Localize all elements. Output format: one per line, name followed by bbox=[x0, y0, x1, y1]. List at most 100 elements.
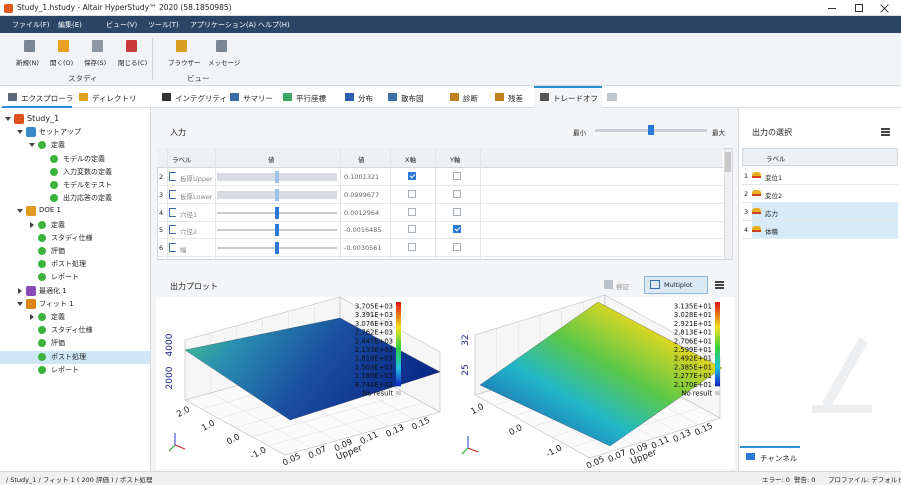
channel-tab-frame[interactable] bbox=[740, 446, 800, 468]
minimize-button[interactable] bbox=[828, 8, 836, 9]
tree-label[interactable]: スタディ仕様 bbox=[51, 233, 93, 242]
tree-label[interactable]: DOE 1 bbox=[39, 206, 62, 215]
input-value[interactable]: -0.0030561 bbox=[344, 244, 382, 253]
tree-label[interactable]: ポスト処理 bbox=[51, 352, 86, 361]
tab-extra-icon bbox=[607, 93, 617, 101]
tree-status-icon bbox=[38, 260, 46, 269]
input-value[interactable]: 0.0999677 bbox=[344, 190, 380, 199]
menu-item[interactable]: ヘルプ(H) bbox=[258, 21, 290, 29]
value-marker[interactable] bbox=[275, 224, 279, 237]
main-tab[interactable]: 散布図 bbox=[401, 94, 424, 103]
main-tab[interactable]: 残差 bbox=[508, 94, 523, 103]
y-axis-checkbox[interactable] bbox=[453, 172, 461, 180]
plot-menu[interactable] bbox=[715, 281, 724, 283]
tree-label[interactable]: ポスト処理 bbox=[51, 260, 86, 269]
input-value[interactable]: 0.0012964 bbox=[344, 208, 380, 217]
tree-toggle[interactable] bbox=[30, 314, 34, 320]
ribbon-button[interactable]: 開く(O) bbox=[50, 59, 74, 67]
main-tab[interactable]: インテグリティ bbox=[175, 94, 228, 103]
input-label[interactable]: 穴径1 bbox=[180, 210, 198, 219]
y-axis-checkbox[interactable] bbox=[453, 243, 461, 252]
tree-label[interactable]: 最適化 1 bbox=[39, 286, 67, 295]
output-label[interactable]: 変位2 bbox=[765, 192, 783, 200]
y-axis-checkbox[interactable] bbox=[453, 207, 461, 216]
scroll-thumb[interactable] bbox=[725, 152, 731, 172]
plot-button[interactable]: Multiplot bbox=[664, 281, 693, 289]
tree-label[interactable]: 評価 bbox=[51, 339, 65, 348]
menu-item[interactable]: ツール(T) bbox=[148, 21, 179, 29]
right-panel-menu[interactable] bbox=[881, 128, 890, 130]
menu-item[interactable]: 編集(E) bbox=[58, 21, 82, 29]
tree-label[interactable]: 評価 bbox=[51, 247, 65, 255]
x-axis-checkbox[interactable] bbox=[408, 225, 416, 234]
multiplot-button-frame[interactable] bbox=[644, 276, 708, 294]
tree-toggle[interactable] bbox=[17, 130, 23, 135]
value-marker[interactable] bbox=[275, 206, 279, 219]
output-label[interactable]: 応力 bbox=[765, 210, 778, 218]
left-tab[interactable]: ディレクトリ bbox=[92, 94, 137, 103]
ribbon-button[interactable]: メッセージ bbox=[208, 59, 241, 67]
tree-label[interactable]: 定義 bbox=[51, 220, 65, 229]
tree-toggle[interactable] bbox=[18, 287, 22, 294]
plot-area bbox=[156, 297, 734, 469]
tree-status-icon bbox=[38, 339, 46, 348]
tree-label[interactable]: セットアップ bbox=[39, 128, 81, 137]
input-value[interactable]: -0.0016485 bbox=[344, 226, 382, 235]
tree-label[interactable]: レポート bbox=[51, 273, 79, 282]
plot-button[interactable]: 検証 bbox=[616, 283, 629, 291]
tree-label[interactable]: フィット 1 bbox=[39, 299, 74, 308]
main-tab[interactable]: 分布 bbox=[358, 94, 373, 103]
tree-label[interactable]: モデルをテスト bbox=[63, 181, 112, 189]
x-axis-checkbox[interactable] bbox=[408, 207, 416, 216]
tree-toggle[interactable] bbox=[17, 301, 23, 306]
tree-toggle[interactable] bbox=[29, 143, 35, 148]
tree-toggle[interactable] bbox=[17, 209, 23, 214]
tree-label[interactable]: 入力変数の定義 bbox=[63, 167, 112, 176]
tree-label[interactable]: Study_1 bbox=[27, 114, 60, 123]
tree-toggle[interactable] bbox=[5, 117, 11, 121]
input-label[interactable]: 穴径2 bbox=[180, 228, 198, 237]
y-axis-checkbox[interactable] bbox=[453, 225, 461, 234]
ribbon-button[interactable]: ブラウザー bbox=[168, 59, 201, 67]
slider-thumb[interactable] bbox=[648, 125, 654, 135]
x-axis-checkbox[interactable] bbox=[408, 243, 416, 252]
menu-item[interactable]: ビュー(V) bbox=[106, 21, 138, 29]
tree-label[interactable]: スタディ仕様 bbox=[51, 326, 93, 335]
tree-label[interactable]: 定義 bbox=[51, 141, 65, 150]
tree-toggle[interactable] bbox=[30, 221, 34, 228]
value-marker[interactable] bbox=[275, 171, 279, 183]
scrollbar[interactable] bbox=[724, 149, 732, 259]
input-label[interactable]: 板厚Upper bbox=[180, 175, 213, 183]
tree-label[interactable]: レポート bbox=[51, 365, 79, 374]
maximize-button[interactable] bbox=[855, 4, 863, 12]
value-marker[interactable] bbox=[275, 188, 279, 201]
tree-icon bbox=[26, 298, 36, 309]
main-tab[interactable]: 平行座標 bbox=[296, 94, 326, 103]
menu-item[interactable]: アプリケーション(A) bbox=[190, 21, 257, 29]
main-tab[interactable]: サマリー bbox=[243, 94, 273, 103]
row-divider bbox=[157, 256, 723, 258]
output-label[interactable]: 体積 bbox=[765, 228, 778, 236]
input-label[interactable]: 板厚Lower bbox=[180, 192, 213, 201]
tree-status-icon bbox=[38, 220, 46, 229]
ribbon-button[interactable]: 保存(S) bbox=[84, 59, 107, 67]
tree-label[interactable]: 出力応答の定義 bbox=[63, 194, 112, 203]
input-label[interactable]: 幅 bbox=[180, 246, 187, 255]
value-marker[interactable] bbox=[275, 242, 279, 255]
left-tab[interactable]: エクスプローラ bbox=[21, 94, 74, 103]
ribbon-button[interactable]: 閉じる(C) bbox=[118, 59, 148, 67]
main-tab[interactable]: トレードオフ bbox=[553, 94, 598, 103]
validate-icon bbox=[604, 280, 613, 289]
x-axis-checkbox[interactable] bbox=[408, 189, 416, 198]
ribbon-button[interactable]: 新規(N) bbox=[16, 59, 39, 67]
tree-label[interactable]: モデルの定義 bbox=[63, 154, 105, 163]
y-axis-checkbox[interactable] bbox=[453, 189, 461, 198]
menu-item[interactable]: ファイル(F) bbox=[12, 21, 50, 29]
output-label[interactable]: 変位1 bbox=[765, 174, 783, 182]
main-tab[interactable]: 診断 bbox=[463, 94, 478, 103]
channel-tab[interactable]: チャンネル bbox=[760, 454, 798, 463]
tree-label[interactable]: 定義 bbox=[51, 313, 65, 321]
x-axis-checkbox[interactable] bbox=[408, 172, 416, 180]
close-button[interactable] bbox=[880, 3, 890, 13]
input-value[interactable]: 0.1001321 bbox=[344, 173, 380, 181]
